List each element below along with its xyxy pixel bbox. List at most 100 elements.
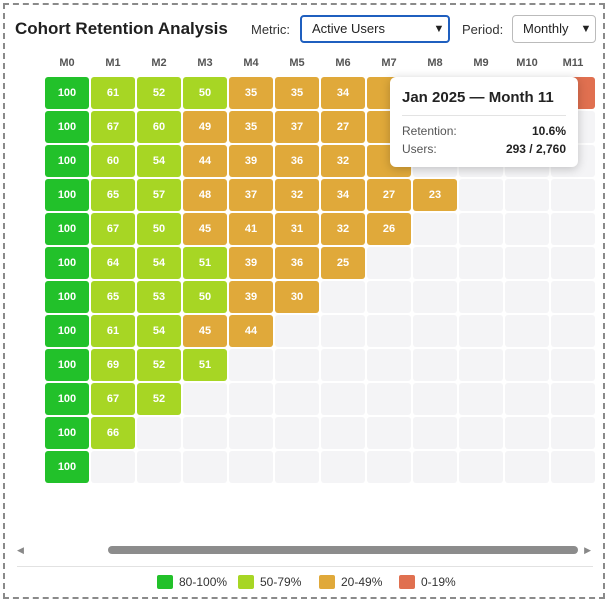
cohort-cell [321,349,365,381]
cohort-cell[interactable]: 27 [367,179,411,211]
cohort-cell[interactable]: 51 [183,349,227,381]
cohort-cell [367,315,411,347]
cohort-cell[interactable]: 49 [183,111,227,143]
cohort-cell[interactable]: 35 [229,77,273,109]
cohort-cell[interactable]: 60 [137,111,181,143]
cohort-cell [275,451,319,483]
cohort-cell [459,451,503,483]
cohort-cell[interactable]: 34 [321,179,365,211]
cohort-cell [551,451,595,483]
cohort-cell[interactable]: 39 [229,145,273,177]
cohort-cell[interactable]: 34 [321,77,365,109]
cohort-cell[interactable]: 30 [275,281,319,313]
column-header-m2: M2 [151,57,167,69]
cohort-cell[interactable]: 53 [137,281,181,313]
scroll-right-icon[interactable]: ▶ [584,545,591,555]
cohort-cell[interactable]: 39 [229,281,273,313]
cohort-cell[interactable]: 39 [229,247,273,279]
cohort-cell[interactable]: 35 [229,111,273,143]
cohort-cell [459,213,503,245]
cohort-cell[interactable]: 48 [183,179,227,211]
cohort-cell[interactable]: 64 [91,247,135,279]
cohort-cell[interactable]: 57 [137,179,181,211]
cohort-cell [137,451,181,483]
metric-select-value: Active Users [312,21,385,36]
cohort-cell[interactable]: 100 [45,315,89,347]
cohort-cell[interactable]: 45 [183,315,227,347]
cohort-cell[interactable]: 100 [45,247,89,279]
column-header-m0: M0 [59,57,75,69]
cell-tooltip: Jan 2025 — Month 11 Retention: 10.6% Use… [390,77,578,167]
cohort-cell[interactable]: 41 [229,213,273,245]
cohort-cell[interactable]: 54 [137,315,181,347]
cohort-cell [551,281,595,313]
cohort-cell[interactable]: 100 [45,451,89,483]
cohort-cell[interactable]: 100 [45,179,89,211]
cohort-cell[interactable]: 52 [137,383,181,415]
cohort-cell [551,213,595,245]
cohort-cell[interactable]: 37 [229,179,273,211]
cohort-cell[interactable]: 25 [321,247,365,279]
cohort-cell[interactable]: 32 [321,145,365,177]
cohort-cell[interactable]: 60 [91,145,135,177]
cohort-cell[interactable]: 52 [137,349,181,381]
cohort-cell[interactable]: 61 [91,77,135,109]
legend-item: 20-49% [319,575,382,589]
cohort-cell[interactable]: 23 [413,179,457,211]
cohort-cell[interactable]: 31 [275,213,319,245]
cohort-cell[interactable]: 35 [275,77,319,109]
cohort-cell[interactable]: 50 [183,281,227,313]
column-header-m4: M4 [243,57,259,69]
cohort-cell[interactable]: 26 [367,213,411,245]
cohort-cell[interactable]: 67 [91,111,135,143]
cohort-cell[interactable]: 66 [91,417,135,449]
cohort-cell[interactable]: 36 [275,145,319,177]
cohort-cell [459,417,503,449]
cohort-cell[interactable]: 36 [275,247,319,279]
cohort-cell[interactable]: 44 [183,145,227,177]
cohort-cell[interactable]: 100 [45,213,89,245]
cohort-cell [367,247,411,279]
cohort-cell[interactable]: 32 [321,213,365,245]
cohort-cell[interactable]: 100 [45,349,89,381]
cohort-cell[interactable]: 100 [45,417,89,449]
cohort-cell[interactable]: 61 [91,315,135,347]
cohort-cell[interactable]: 54 [137,247,181,279]
metric-select[interactable]: Active Users ▼ [300,15,450,43]
legend-swatch [399,575,415,589]
cohort-cell[interactable]: 44 [229,315,273,347]
column-header-m10: M10 [516,57,538,69]
tooltip-retention-row: Retention: 10.6% [402,124,566,138]
cohort-cell[interactable]: 69 [91,349,135,381]
cohort-cell[interactable]: 100 [45,111,89,143]
cohort-cell[interactable]: 65 [91,281,135,313]
cohort-cell[interactable]: 54 [137,145,181,177]
cohort-cell[interactable]: 100 [45,77,89,109]
cohort-cell[interactable]: 100 [45,281,89,313]
cohort-cell[interactable]: 27 [321,111,365,143]
cohort-cell[interactable]: 45 [183,213,227,245]
cohort-cell[interactable]: 67 [91,213,135,245]
cohort-cell[interactable]: 100 [45,383,89,415]
cohort-cell[interactable]: 32 [275,179,319,211]
cohort-cell[interactable]: 37 [275,111,319,143]
cohort-cell [367,349,411,381]
cohort-cell[interactable]: 67 [91,383,135,415]
cohort-cell [459,179,503,211]
cohort-cell[interactable]: 65 [91,179,135,211]
scroll-left-icon[interactable]: ◀ [17,545,24,555]
cohort-cell [551,383,595,415]
column-header-m11: M11 [562,57,584,69]
horizontal-scrollbar[interactable]: ◀ ▶ [17,543,591,557]
scrollbar-thumb[interactable] [108,546,578,554]
cohort-cell[interactable]: 100 [45,145,89,177]
cohort-cell [459,383,503,415]
heatmap-scroll-area[interactable]: M0 M1 M2 M3 M4 M5 M6 M7 M8 M9 M10 M11 100 61 52 50 35 35 3… [5,53,603,539]
cohort-cell[interactable]: 50 [137,213,181,245]
cohort-cell[interactable]: 51 [183,247,227,279]
cohort-cell[interactable]: 50 [183,77,227,109]
chevron-down-icon: ▼ [580,23,592,35]
period-select[interactable]: Monthly ▼ [512,15,596,43]
cohort-cell[interactable]: 52 [137,77,181,109]
cohort-cell [413,213,457,245]
